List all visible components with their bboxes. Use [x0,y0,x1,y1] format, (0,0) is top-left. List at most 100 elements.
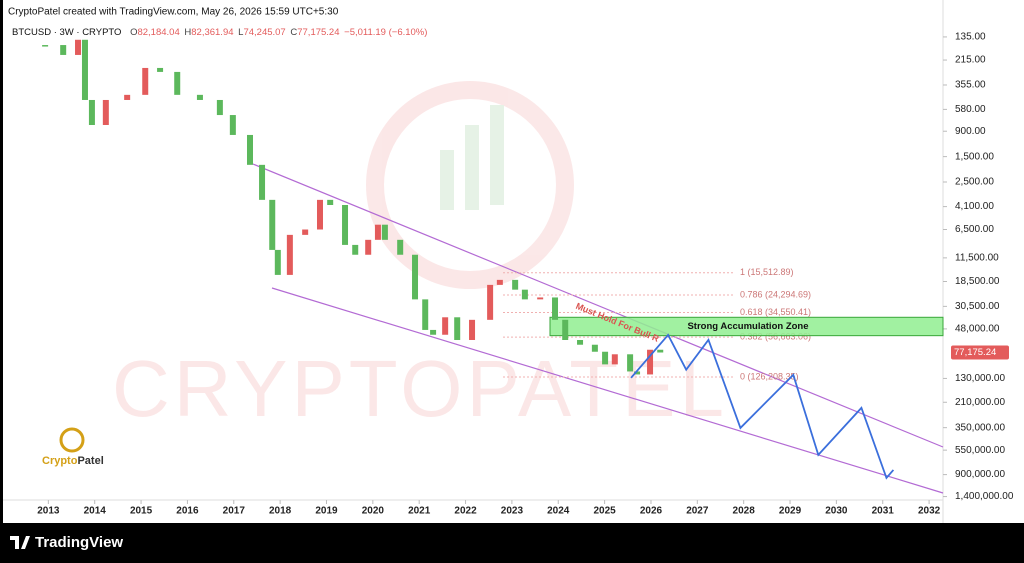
logo-text: CryptoPatel [42,455,104,467]
candle [352,244,359,255]
channel-upper [247,161,944,448]
candle [496,279,503,285]
ohlc-value: 74,245.07 [243,27,285,38]
candle [422,299,429,330]
candle [269,199,276,250]
watermark-ring [366,81,574,289]
candle [365,239,372,255]
logo-part: Patel [77,455,103,467]
last-price-label: 77,175.24 [954,347,996,358]
candle [591,344,598,352]
logo-part: Crypto [42,455,78,467]
logo-icon [59,427,85,453]
ohlc-key: O [130,27,137,38]
y-tick-label: 355.00 [955,80,986,91]
footer-text: TradingView [35,534,123,551]
candle [602,351,609,365]
x-tick-label: 2026 [640,506,663,517]
x-tick-label: 2013 [37,506,60,517]
candle [430,329,437,335]
y-tick-label: 30,500.00 [955,301,1000,312]
candle [521,289,528,300]
accumulation-zone [549,316,944,337]
y-tick-label: 550,000.00 [955,445,1005,456]
x-tick-label: 2014 [84,506,107,517]
footer-logo [10,536,30,549]
ohlc-value: 82,184.04 [137,27,179,38]
candle [274,249,281,275]
x-tick-label: 2022 [454,506,477,517]
candle [381,224,388,240]
candle [442,317,449,335]
logo: CryptoPatel [42,427,104,467]
y-tick-label: 215.00 [955,55,986,66]
x-tick-label: 2029 [779,506,802,517]
y-tick-label: 1,400,000.00 [955,491,1014,502]
candle [577,339,584,345]
y-tick-label: 1,500.00 [955,151,994,162]
candle [657,349,664,353]
x-tick-label: 2019 [315,506,338,517]
candle [454,317,461,340]
watermark-candle [465,125,479,210]
x-tick-label: 2032 [918,506,941,517]
x-tick-label: 2025 [593,506,616,517]
ohlc-value: 77,175.24 [297,27,339,38]
candle [174,71,181,95]
y-tick-label: 210,000.00 [955,397,1005,408]
ohlc-key: C [290,27,297,38]
candle [374,224,381,240]
watermark-text: CRYPTOPATEL [112,344,728,433]
x-tick-label: 2024 [547,506,570,517]
candle [42,45,49,47]
candle [259,164,266,200]
candle [647,349,654,375]
watermark-candle [490,105,504,205]
fib-label: 0.618 (34,550.41) [740,307,811,317]
candle [627,354,634,372]
x-tick-label: 2028 [733,506,756,517]
y-tick-label: 580.00 [955,104,986,115]
candle [196,94,203,100]
y-tick-label: 130,000.00 [955,373,1005,384]
chart-background [3,0,1024,523]
candle [512,279,519,290]
candle [537,297,544,300]
fib-label: 1 (15,512.89) [740,267,794,277]
candle [397,239,404,255]
candle [157,67,164,72]
candle [611,354,618,365]
x-tick-label: 2016 [176,506,199,517]
x-tick-label: 2027 [686,506,709,517]
footer-bar [0,523,1024,563]
candle [342,204,349,245]
candle [634,371,641,375]
x-tick-label: 2030 [825,506,848,517]
candle [81,39,88,100]
candle [60,45,67,55]
candle [102,99,109,125]
x-tick-label: 2023 [501,506,524,517]
change: −5,011.19 (−6.10%) [344,27,427,38]
zone-label: Strong Accumulation Zone [687,321,808,332]
candle [412,254,419,300]
x-tick-label: 2031 [872,506,895,517]
candle [487,284,494,320]
x-tick-label: 2015 [130,506,153,517]
watermark: CRYPTOPATEL [112,81,728,433]
candle [142,67,149,95]
y-tick-label: 900.00 [955,126,986,137]
projection-path [630,333,895,480]
candle [316,199,323,230]
x-tick-label: 2018 [269,506,292,517]
y-tick-label: 4,100.00 [955,201,994,212]
candle [75,39,82,55]
y-tick-label: 18,500.00 [955,276,1000,287]
credit: CryptoPatel created with TradingView.com… [8,7,339,18]
ohlc-key: H [184,27,191,38]
candle [552,297,559,320]
ohlc-value: 82,361.94 [191,27,233,38]
legend-line: BTCUSD · 3W · CRYPTO O82,184.04 H82,361.… [12,27,427,38]
watermark-candle [440,150,454,210]
